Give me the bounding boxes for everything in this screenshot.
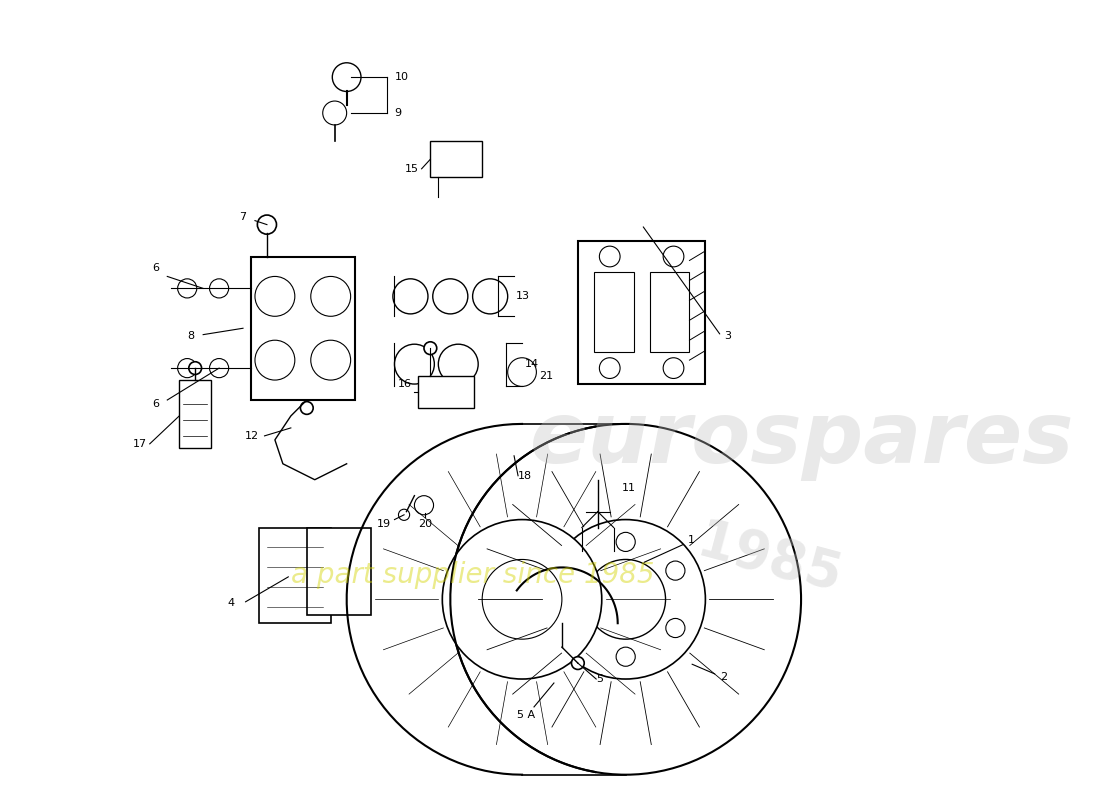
Circle shape — [616, 532, 635, 551]
Circle shape — [566, 561, 585, 580]
Text: 5 A: 5 A — [517, 710, 535, 720]
Text: 10: 10 — [395, 72, 408, 82]
Circle shape — [663, 246, 684, 267]
Text: 6: 6 — [152, 399, 158, 409]
Text: 12: 12 — [245, 431, 258, 441]
Bar — [578, 241, 705, 384]
Text: 13: 13 — [516, 291, 530, 302]
Circle shape — [177, 279, 197, 298]
Text: 15: 15 — [405, 164, 418, 174]
Bar — [307, 527, 371, 615]
Circle shape — [189, 362, 201, 374]
Bar — [430, 141, 482, 177]
Circle shape — [177, 358, 197, 378]
Circle shape — [322, 101, 346, 125]
Text: 6: 6 — [152, 263, 158, 274]
Text: 8: 8 — [188, 331, 195, 342]
Circle shape — [482, 559, 562, 639]
Text: 20: 20 — [418, 518, 432, 529]
Text: 21: 21 — [540, 371, 553, 381]
Circle shape — [255, 277, 295, 316]
Bar — [179, 380, 211, 448]
Circle shape — [572, 657, 584, 670]
Text: 1985: 1985 — [692, 515, 847, 603]
Circle shape — [438, 344, 478, 384]
Circle shape — [311, 340, 351, 380]
Bar — [594, 273, 634, 352]
Circle shape — [424, 342, 437, 354]
Text: 11: 11 — [621, 482, 636, 493]
Text: 2: 2 — [719, 673, 727, 682]
Circle shape — [255, 340, 295, 380]
Circle shape — [257, 215, 276, 234]
Text: 17: 17 — [133, 439, 147, 449]
Circle shape — [616, 647, 635, 666]
Circle shape — [600, 358, 620, 378]
Circle shape — [586, 559, 666, 639]
Text: 4: 4 — [228, 598, 235, 608]
Circle shape — [300, 402, 313, 414]
Circle shape — [473, 279, 508, 314]
Circle shape — [450, 424, 801, 774]
Text: a part supplier since 1985: a part supplier since 1985 — [290, 562, 654, 590]
Circle shape — [508, 358, 537, 386]
Circle shape — [432, 279, 468, 314]
Circle shape — [600, 246, 620, 267]
Circle shape — [311, 277, 351, 316]
Circle shape — [393, 279, 428, 314]
Circle shape — [398, 510, 409, 520]
Text: 7: 7 — [240, 212, 246, 222]
Circle shape — [415, 496, 433, 515]
Circle shape — [332, 62, 361, 91]
Circle shape — [546, 519, 705, 679]
Bar — [418, 376, 474, 408]
Circle shape — [209, 279, 229, 298]
Text: 16: 16 — [398, 379, 412, 389]
Text: 19: 19 — [377, 518, 392, 529]
Circle shape — [442, 519, 602, 679]
Bar — [650, 273, 690, 352]
Circle shape — [666, 618, 685, 638]
Text: 3: 3 — [724, 331, 730, 342]
Text: 18: 18 — [518, 470, 532, 481]
Circle shape — [566, 618, 585, 638]
Circle shape — [663, 358, 684, 378]
Bar — [251, 257, 354, 400]
Text: 9: 9 — [395, 108, 402, 118]
Circle shape — [209, 358, 229, 378]
Circle shape — [395, 344, 434, 384]
Text: 5: 5 — [596, 674, 603, 684]
Circle shape — [666, 561, 685, 580]
Text: eurospares: eurospares — [530, 398, 1075, 482]
Text: 1: 1 — [688, 534, 695, 545]
Text: 14: 14 — [525, 359, 539, 369]
Bar — [258, 527, 331, 623]
